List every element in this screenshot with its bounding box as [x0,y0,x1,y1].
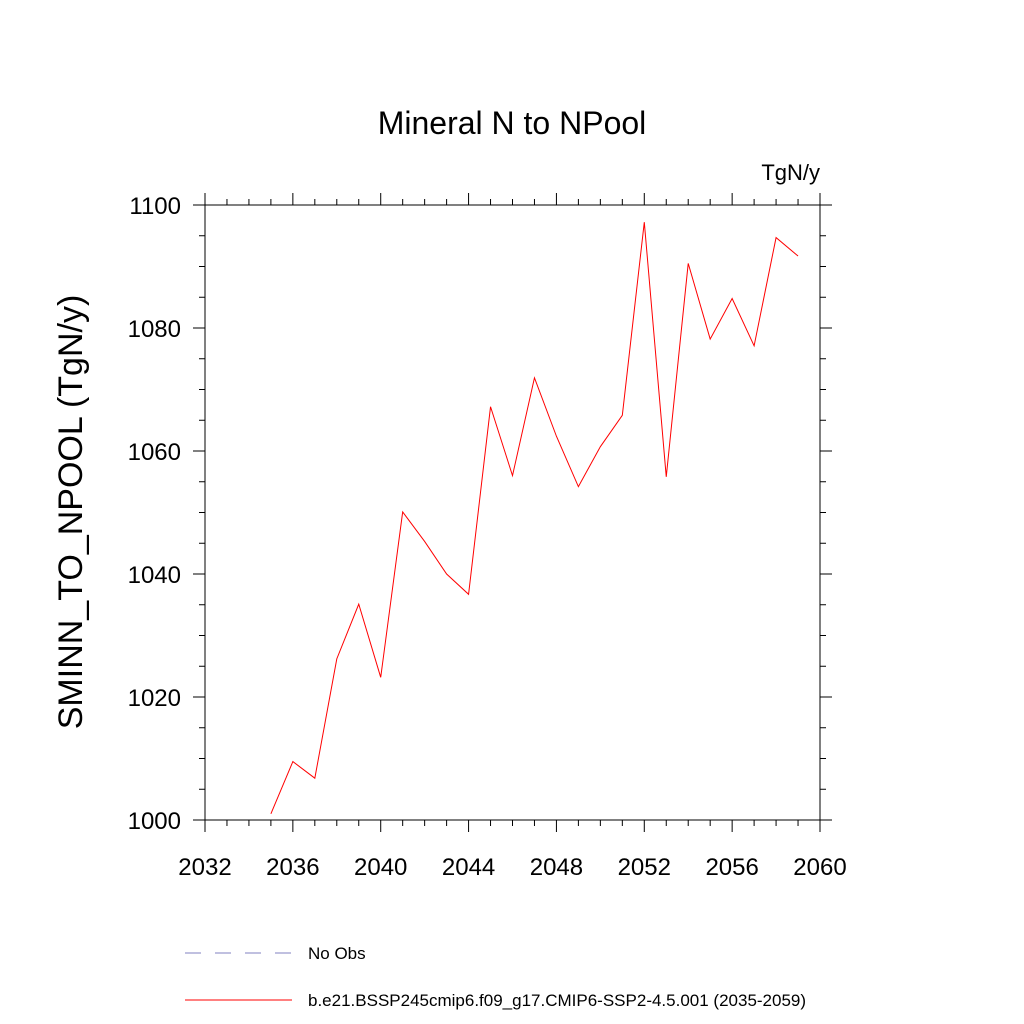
y-tick-label: 1080 [128,316,181,343]
units-label: TgN/y [761,160,820,185]
y-tick-label: 1020 [128,685,181,712]
plot-area [270,222,799,815]
x-tick-label: 2032 [178,854,231,881]
axes: 2032 2036 2040 2044 2048 2052 2056 2060 1000 1020… [128,193,847,881]
legend-label-1: b.e21.BSSP245cmip6.f09_g17.CMIP6-SSP2-4.… [308,991,806,1010]
x-tick-label: 2056 [705,854,758,881]
x-tick-label: 2060 [793,854,846,881]
chart-title: Mineral N to NPool [378,105,647,141]
series-line-0 [270,222,799,815]
y-tick-label: 1060 [128,439,181,466]
y-tick-label: 1000 [128,808,181,835]
x-tick-label: 2052 [618,854,671,881]
x-tick-label: 2044 [442,854,495,881]
x-tick-label: 2048 [530,854,583,881]
y-axis-label: SMINN_TO_NPOOL (TgN/y) [52,295,90,730]
x-tick-label: 2040 [354,854,407,881]
y-tick-label: 1100 [129,193,181,220]
y-tick-label: 1040 [128,562,181,589]
x-tick-label: 2036 [266,854,319,881]
legend-label-0: No Obs [308,944,366,963]
plot-frame [204,204,821,821]
legend: No Obs b.e21.BSSP245cmip6.f09_g17.CMIP6-S… [185,944,806,1010]
